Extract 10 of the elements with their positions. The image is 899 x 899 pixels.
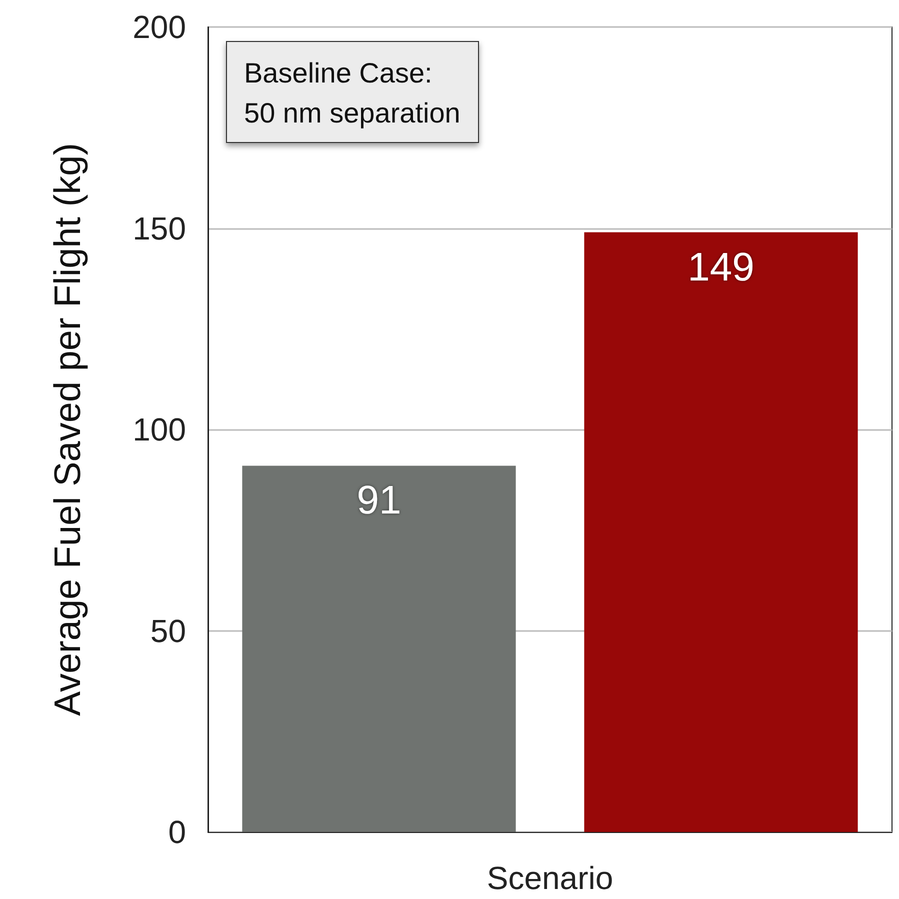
y-tick-label: 150: [132, 210, 186, 246]
x-axis-title: Scenario: [486, 860, 614, 896]
data-label: 91: [356, 478, 402, 523]
y-tick-label: 200: [132, 9, 186, 45]
data-label: 149: [688, 245, 754, 290]
y-axis-title: Average Fuel Saved per Flight (kg): [47, 142, 88, 716]
annotation: Baseline Case: 50 nm separation: [244, 58, 460, 128]
y-tick-label: 0: [168, 814, 186, 850]
y-tick-label: 50: [150, 612, 186, 649]
y-tick-label: 100: [132, 412, 186, 448]
